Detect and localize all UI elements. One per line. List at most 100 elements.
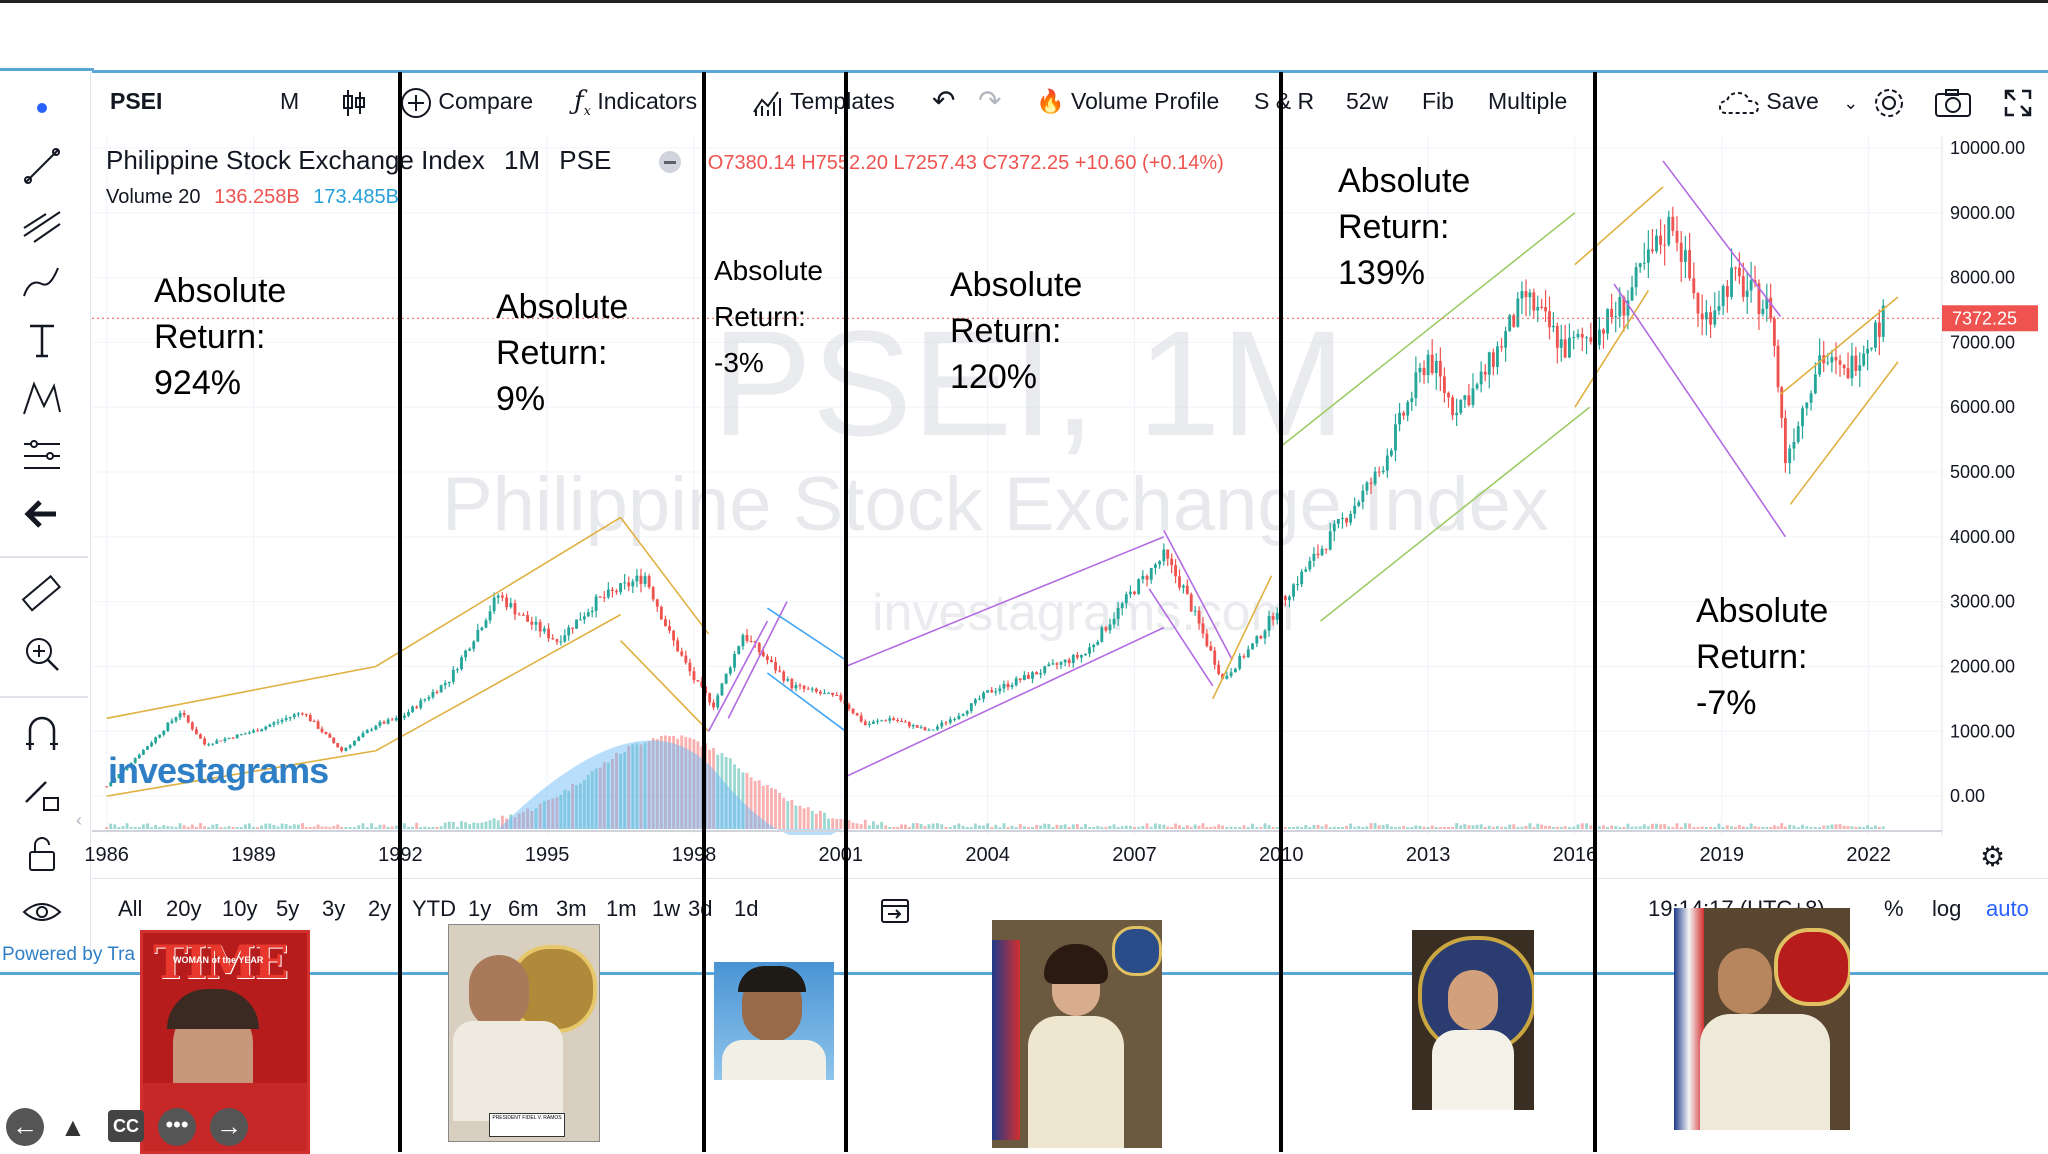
range-button-3d[interactable]: 3d: [688, 896, 713, 921]
candle-body: [480, 627, 484, 631]
range-button-1w[interactable]: 1w: [652, 896, 681, 921]
range-button-ytd[interactable]: YTD: [412, 896, 456, 921]
candle-body: [606, 589, 610, 598]
percent-toggle[interactable]: %: [1884, 896, 1904, 921]
price-chart[interactable]: PSEI, 1M Philippine Stock Exchange Index…: [92, 135, 2048, 835]
volume-bar: [480, 822, 484, 829]
multiple-button[interactable]: Multiple: [1488, 88, 1568, 114]
candles: [105, 206, 1885, 788]
volume-bar: [1251, 823, 1254, 829]
save-button[interactable]: Save ⌄: [1718, 84, 1858, 118]
range-button-6m[interactable]: 6m: [508, 896, 539, 921]
magnet-icon[interactable]: [20, 712, 64, 756]
compare-button[interactable]: Compare: [400, 84, 533, 118]
volume-bar: [1145, 823, 1149, 829]
eye-icon[interactable]: [20, 890, 64, 934]
volume-bar: [361, 823, 365, 829]
volume-bar: [215, 824, 219, 829]
volume-bar: [431, 827, 435, 829]
price-tick-label: 6000.00: [1950, 397, 2015, 417]
log-toggle[interactable]: log: [1932, 896, 1962, 921]
range-button-1d[interactable]: 1d: [734, 896, 759, 921]
volume-bar: [484, 821, 488, 829]
volume-bar: [728, 758, 732, 829]
range-button-3m[interactable]: 3m: [556, 896, 587, 921]
volume-bar: [1830, 824, 1834, 829]
volume-bar: [1659, 824, 1663, 829]
range-button-3y[interactable]: 3y: [322, 896, 346, 921]
fib-button[interactable]: Fib: [1422, 88, 1454, 114]
indicators-button[interactable]: ƒx Indicators: [574, 84, 697, 119]
volume-bar: [386, 826, 390, 829]
candle-body: [1209, 645, 1213, 651]
volume-bar: [1296, 826, 1300, 829]
prediction-tool-icon[interactable]: [20, 434, 64, 478]
range-button-1m[interactable]: 1m: [606, 896, 637, 921]
range-button-2y[interactable]: 2y: [368, 896, 392, 921]
volume-bar: [456, 826, 459, 829]
gear-icon[interactable]: [1872, 84, 1906, 118]
more-icon[interactable]: •••: [158, 1108, 196, 1146]
brush-icon[interactable]: [20, 260, 64, 304]
candle-body: [635, 575, 639, 582]
candle-body: [802, 685, 806, 689]
sr-button[interactable]: S & R: [1254, 88, 1315, 114]
candle-body: [1124, 594, 1128, 604]
auto-toggle[interactable]: auto: [1986, 896, 2029, 921]
volume-bar: [190, 824, 194, 829]
volume-bar: [154, 825, 158, 829]
cc-icon[interactable]: CC: [108, 1110, 144, 1142]
zoom-in-icon[interactable]: [20, 632, 64, 676]
range-button-10y[interactable]: 10y: [222, 896, 258, 921]
volume-bar: [1854, 827, 1858, 829]
price-tick-label: 9000.00: [1950, 203, 2015, 223]
volume-profile-button[interactable]: 🔥 Volume Profile: [1036, 84, 1219, 118]
candle-body: [182, 713, 186, 716]
candle-body: [708, 693, 712, 703]
candle-body: [1006, 683, 1010, 688]
back-arrow-icon[interactable]: ←: [6, 1108, 44, 1146]
pattern-tool-icon[interactable]: [20, 376, 64, 420]
chevron-down-icon[interactable]: ⌄: [1843, 93, 1859, 113]
goto-date-icon[interactable]: [880, 896, 910, 931]
candle-body: [1141, 575, 1145, 580]
scroll-left-icon[interactable]: ‹: [76, 810, 82, 830]
camera-icon[interactable]: [1934, 84, 1972, 118]
collapse-legend-icon[interactable]: [658, 151, 681, 174]
lock-icon[interactable]: [20, 832, 64, 876]
forward-arrow-icon[interactable]: →: [210, 1108, 248, 1146]
arrow-left-icon[interactable]: [20, 492, 64, 536]
candle-body: [1059, 662, 1063, 665]
lock-pencil-icon[interactable]: [20, 772, 64, 816]
templates-button[interactable]: Templates: [752, 84, 895, 118]
time-axis[interactable]: 1986198919921995199820012004200720102013…: [0, 844, 2048, 874]
range-button-all[interactable]: All: [118, 896, 143, 921]
accessibility-icon[interactable]: ▲: [60, 1112, 86, 1142]
volume-bar: [745, 772, 749, 829]
ruler-icon[interactable]: [20, 572, 64, 616]
trend-line-icon[interactable]: [20, 144, 64, 188]
candle-body: [1717, 306, 1721, 311]
powered-by-link[interactable]: Powered by Tra: [2, 944, 136, 965]
candle-body: [827, 692, 831, 694]
interval-button[interactable]: M: [280, 88, 300, 114]
text-tool-icon[interactable]: [20, 318, 64, 362]
52w-button[interactable]: 52w: [1346, 88, 1389, 114]
symbol-search[interactable]: PSEI: [110, 88, 163, 114]
cursor-dot-icon[interactable]: [20, 86, 64, 130]
range-button-20y[interactable]: 20y: [166, 896, 202, 921]
fullscreen-icon[interactable]: [2004, 84, 2032, 118]
redo-icon[interactable]: ↷: [978, 85, 1002, 116]
volume-bar: [1031, 827, 1034, 829]
candles-icon[interactable]: [340, 84, 368, 118]
range-button-1y[interactable]: 1y: [468, 896, 492, 921]
fib-tool-icon[interactable]: [20, 202, 64, 246]
axis-settings-icon[interactable]: ⚙: [1980, 841, 2006, 872]
range-button-5y[interactable]: 5y: [276, 896, 300, 921]
candle-body: [219, 740, 223, 742]
undo-icon[interactable]: ↶: [932, 85, 956, 116]
volume-bar: [500, 815, 504, 829]
channel-line: [1662, 160, 1782, 317]
volume-bar: [594, 768, 598, 829]
legend-exchange: PSE: [559, 145, 612, 175]
